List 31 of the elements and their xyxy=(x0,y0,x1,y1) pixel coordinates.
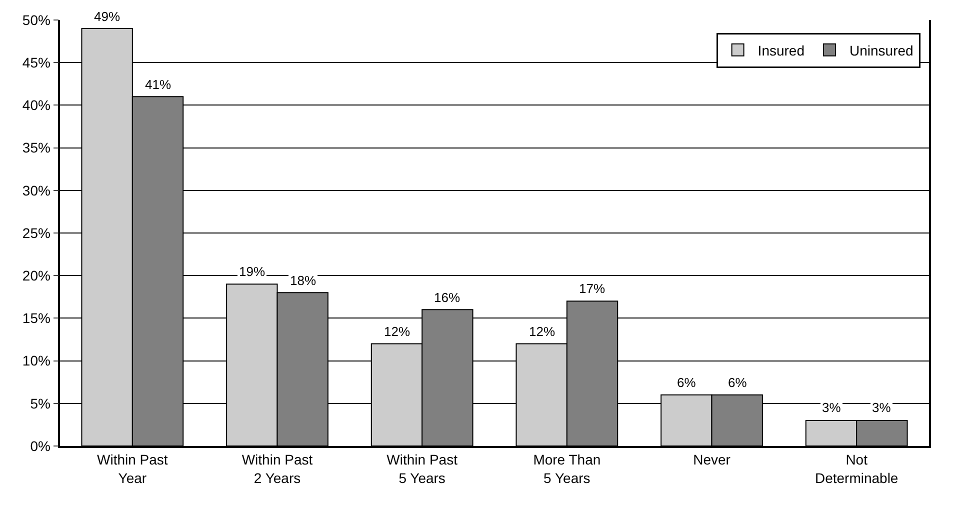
data-label: 12% xyxy=(529,324,556,339)
x-tick-label: Never xyxy=(693,452,731,468)
y-tick-label: 5% xyxy=(30,395,50,412)
y-tick-label: 45% xyxy=(22,54,50,70)
y-tick-label: 0% xyxy=(30,438,50,454)
legend-label: Uninsured xyxy=(850,42,914,58)
data-label: 17% xyxy=(579,281,606,296)
data-label: 16% xyxy=(434,290,460,305)
x-tick-label: Within Past 2 Years xyxy=(242,452,313,486)
y-tick-label: 50% xyxy=(22,12,50,28)
y-tick-label: 35% xyxy=(22,140,50,156)
y-tick-label: 25% xyxy=(22,224,50,241)
data-label: 19% xyxy=(239,264,266,279)
y-tick-label: 30% xyxy=(22,182,50,198)
x-tick-label: Within Past Year xyxy=(97,452,168,486)
data-label: 3% xyxy=(822,400,842,415)
data-label: 3% xyxy=(872,400,892,415)
y-tick-label: 15% xyxy=(22,310,50,326)
data-label: 41% xyxy=(145,77,172,92)
data-label: 18% xyxy=(290,273,316,288)
legend-label: Insured xyxy=(758,42,805,58)
data-label: 6% xyxy=(728,375,748,390)
x-tick-label: Within Past 5 Years xyxy=(386,452,458,486)
y-tick-label: 20% xyxy=(22,268,50,284)
data-label: 6% xyxy=(677,375,696,390)
y-tick-label: 10% xyxy=(22,352,50,369)
data-label: 12% xyxy=(384,324,410,339)
x-tick-label: More Than 5 Years xyxy=(533,452,601,486)
data-label: 49% xyxy=(94,9,120,24)
y-tick-label: 40% xyxy=(22,97,50,114)
x-tick-label: Not Determinable xyxy=(814,452,898,486)
